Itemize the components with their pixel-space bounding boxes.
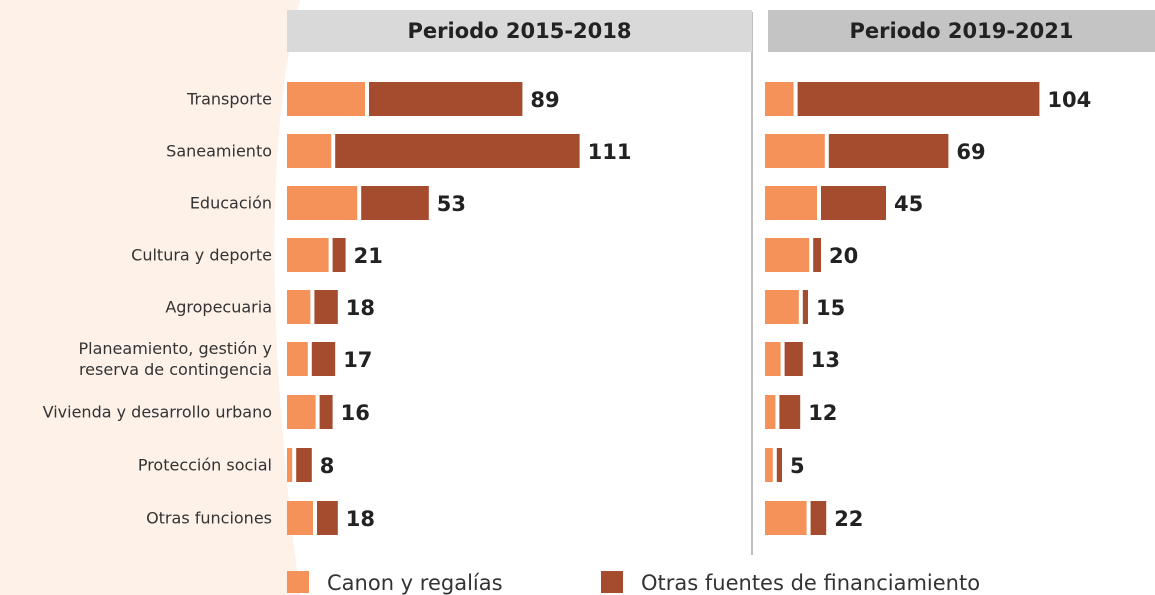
background-curve (0, 0, 300, 595)
total-label: 16 (341, 401, 370, 425)
panel-title: Periodo 2019-2021 (850, 19, 1074, 43)
bar-segment (802, 290, 808, 324)
total-label: 21 (354, 244, 383, 268)
total-label: 20 (829, 244, 858, 268)
bar-segment (784, 342, 803, 376)
bar-segment (296, 448, 312, 482)
bar-segment (287, 134, 332, 168)
bar-segment (765, 290, 799, 324)
panel-header (287, 10, 752, 52)
legend-label: Canon y regalías (327, 571, 503, 595)
bar-segment (335, 134, 580, 168)
total-label: 69 (956, 140, 985, 164)
panel-header (768, 10, 1155, 52)
bar-segment (765, 448, 773, 482)
bar-segment (779, 395, 801, 429)
bar-segment (765, 342, 781, 376)
total-label: 5 (790, 454, 805, 478)
bar-segment (810, 501, 827, 535)
bar-segment (287, 238, 329, 272)
total-label: 22 (834, 507, 863, 531)
legend-swatch (287, 571, 309, 593)
category-label: Saneamiento (166, 141, 272, 161)
total-label: 17 (343, 348, 372, 372)
bar-segment (765, 82, 794, 116)
bar-segment (287, 448, 293, 482)
category-label: Cultura y deporte (131, 245, 272, 265)
total-label: 15 (816, 296, 845, 320)
bar-segment (369, 82, 523, 116)
bar-segment (813, 238, 821, 272)
total-label: 13 (811, 348, 840, 372)
total-label: 53 (437, 192, 466, 216)
bar-segment (332, 238, 346, 272)
bar-segment (821, 186, 886, 220)
bar-segment (287, 82, 365, 116)
total-label: 104 (1047, 88, 1091, 112)
total-label: 12 (808, 401, 837, 425)
category-label: Transporte (187, 89, 272, 109)
bar-segment (776, 448, 782, 482)
bar-segment (287, 290, 311, 324)
bar-segment (287, 395, 316, 429)
legend-swatch (601, 571, 623, 593)
total-label: 8 (320, 454, 335, 478)
bar-segment (287, 186, 358, 220)
bar-segment (287, 342, 308, 376)
bar-segment (765, 501, 807, 535)
bar-segment (319, 395, 333, 429)
category-label: Vivienda y desarrollo urbano (42, 402, 272, 422)
total-label: 18 (346, 296, 375, 320)
bar-segment (314, 290, 338, 324)
category-label: Planeamiento, gestión y reserva de conti… (78, 339, 272, 379)
panel-title: Periodo 2015-2018 (408, 19, 632, 43)
total-label: 45 (894, 192, 923, 216)
category-label: Protección social (137, 455, 272, 475)
bar-segment (765, 238, 810, 272)
bar-segment (828, 134, 949, 168)
legend-label: Otras fuentes de financiamiento (641, 571, 980, 595)
bar-segment (317, 501, 338, 535)
bar-segment (361, 186, 429, 220)
bar-segment (311, 342, 336, 376)
bar-segment (765, 134, 825, 168)
bar-segment (797, 82, 1040, 116)
bar-segment (765, 186, 817, 220)
bar-segment (765, 395, 776, 429)
category-label: Educación (189, 193, 272, 213)
total-label: 89 (530, 88, 559, 112)
category-label: Agropecuaria (165, 297, 272, 317)
bar-segment (287, 501, 313, 535)
total-label: 18 (346, 507, 375, 531)
total-label: 111 (588, 140, 632, 164)
category-label: Otras funciones (146, 508, 272, 528)
